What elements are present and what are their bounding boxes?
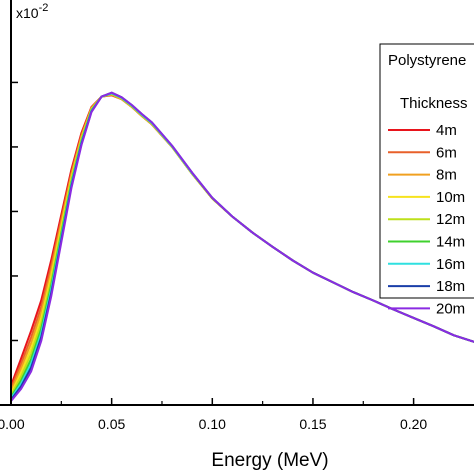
legend: Polystyrene Thickness 4m 6m 8m 10m 12m 14m 16m… bbox=[379, 43, 474, 317]
x-axis-title: Energy (MeV) bbox=[211, 450, 328, 471]
x-tick-label: 0.00 bbox=[0, 416, 25, 432]
legend-label-4m: 4m bbox=[436, 122, 457, 139]
legend-label-10m: 10m bbox=[436, 189, 465, 206]
legend-label-16m: 16m bbox=[436, 256, 465, 273]
x-tick-label: 0.10 bbox=[199, 416, 226, 432]
legend-title-line-1: Polystyrene bbox=[388, 52, 466, 69]
axes bbox=[0, 0, 474, 406]
legend-box bbox=[379, 43, 474, 299]
x-ticks: 0.00 0.05 0.10 0.15 0.20 bbox=[0, 398, 427, 432]
x-tick-label: 0.15 bbox=[299, 416, 326, 432]
y-ticks bbox=[11, 81, 18, 406]
legend-label-14m: 14m bbox=[436, 234, 465, 251]
x-tick-label: 0.20 bbox=[400, 416, 427, 432]
series-line-20m bbox=[10, 91, 474, 402]
y-multiplier-label: x10-2 bbox=[16, 2, 48, 21]
legend-label-6m: 6m bbox=[436, 144, 457, 161]
legend-label-12m: 12m bbox=[436, 211, 465, 228]
legend-title-line-2: Thickness bbox=[400, 95, 468, 112]
legend-label-20m: 20m bbox=[436, 300, 465, 317]
x-tick-label: 0.05 bbox=[98, 416, 125, 432]
legend-label-8m: 8m bbox=[436, 167, 457, 184]
y-multiplier-exponent: -2 bbox=[39, 2, 49, 14]
legend-label-18m: 18m bbox=[436, 278, 465, 295]
